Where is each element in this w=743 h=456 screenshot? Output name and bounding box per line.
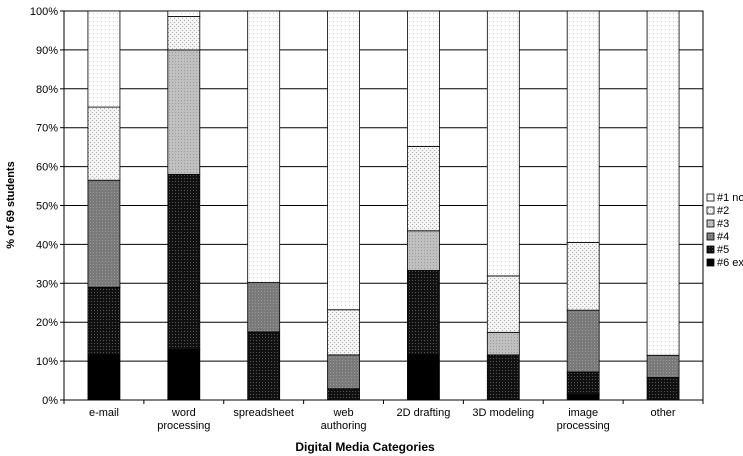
bar-segment: [486, 10, 520, 277]
x-tick-label: processing: [557, 420, 610, 432]
bar-segment: [646, 354, 680, 378]
bar-segment: [566, 242, 600, 311]
y-tick-label: 10%: [36, 356, 58, 368]
x-tick-label: spreadsheet: [233, 407, 294, 419]
legend-swatch: [706, 258, 715, 267]
plot-area: [63, 10, 704, 401]
bar-segment: [407, 354, 440, 401]
bar-segment: [327, 309, 360, 356]
legend-swatch: [706, 245, 715, 254]
bar-segment: [646, 377, 680, 401]
x-tick-label: other: [651, 407, 676, 419]
x-axis-title: Digital Media Categories: [295, 440, 435, 454]
bar-segment: [167, 49, 201, 175]
y-tick-label: 50%: [36, 201, 58, 213]
legend-swatch: [706, 206, 715, 215]
bar-segment: [566, 309, 600, 373]
y-tick-label: 30%: [36, 278, 58, 290]
bar-segment: [407, 270, 440, 356]
bar-segment: [646, 10, 680, 356]
legend-label: #3: [717, 218, 729, 230]
x-tick-label: processing: [157, 420, 210, 432]
y-tick-label: 80%: [36, 84, 58, 96]
bar-segment: [327, 354, 360, 390]
legend-label: #4: [717, 231, 729, 243]
bar-segment: [566, 10, 600, 243]
legend-label: #6 expert: [717, 257, 743, 269]
bar-segment: [87, 179, 121, 288]
legend-swatch: [706, 219, 715, 228]
legend: #1 novice#2#3#4#5#6 expert: [706, 192, 743, 269]
x-tick-label: authoring: [321, 420, 367, 432]
bar-segment: [486, 275, 520, 333]
bar-segment: [167, 173, 201, 350]
y-tick-label: 100%: [30, 6, 58, 18]
x-tick-label: e-mail: [89, 407, 119, 419]
legend-label: #1 novice: [717, 192, 743, 204]
legend-swatch: [706, 232, 715, 241]
legend-label: #2: [717, 205, 729, 217]
bar-segment: [167, 349, 201, 401]
y-axis-title: % of 69 students: [5, 161, 17, 248]
bar-segment: [167, 16, 201, 51]
y-tick-label: 90%: [36, 45, 58, 57]
bar-segment: [566, 371, 600, 395]
x-tick-label: web: [332, 407, 353, 419]
bar-segment: [407, 230, 440, 271]
bar-segment: [327, 10, 360, 311]
bar-segment: [87, 106, 121, 181]
bar-segment: [87, 354, 121, 401]
y-tick-label: 40%: [36, 239, 58, 251]
x-tick-label: word: [171, 407, 196, 419]
y-tick-label: 60%: [36, 162, 58, 174]
bar-segment: [407, 145, 440, 232]
axes: 0% 10% 20% 30% 40% 50% 60% 70% 80% 90% 100% e-mail w…: [30, 6, 704, 432]
bar-segment: [407, 10, 440, 147]
y-tick-label: 0%: [42, 395, 58, 407]
legend-label: #5: [717, 244, 729, 256]
bar-segment: [87, 10, 121, 108]
bar-segment: [167, 10, 201, 17]
y-tick-label: 20%: [36, 317, 58, 329]
bar-segment: [247, 10, 281, 283]
bar-segment: [247, 282, 281, 333]
x-tick-label: 3D modeling: [472, 407, 534, 419]
legend-swatch: [706, 193, 715, 202]
x-tick-label: image: [568, 407, 598, 419]
bar-segment: [486, 331, 520, 356]
y-tick-label: 70%: [36, 123, 58, 135]
bar-segment: [327, 388, 360, 401]
bar-segment: [486, 354, 520, 401]
bars: [87, 10, 680, 401]
x-tick-label: 2D drafting: [397, 407, 451, 419]
bar-segment: [247, 331, 281, 401]
bar-segment: [566, 394, 600, 401]
bar-segment: [87, 286, 121, 356]
